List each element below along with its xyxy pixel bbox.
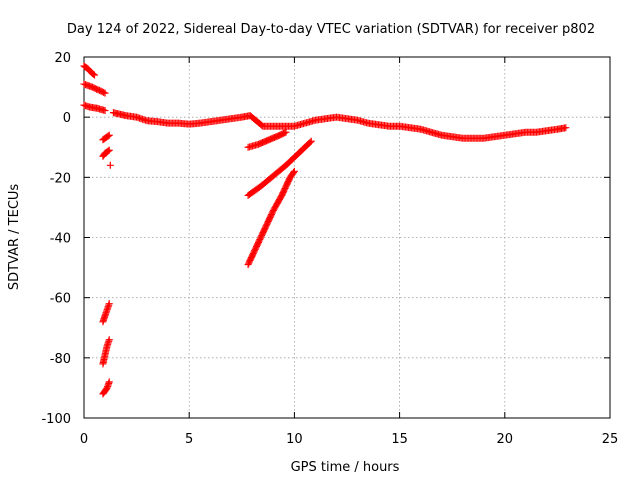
x-tick-label: 5 xyxy=(185,432,193,447)
series-trend-l xyxy=(99,378,113,398)
data-point-arc-c xyxy=(101,107,109,115)
data-point-arc-a xyxy=(89,70,97,78)
data-point-arc-f xyxy=(106,161,114,169)
data-point-trend-g xyxy=(281,129,289,137)
plot-frame xyxy=(83,56,611,419)
y-tick-label: -100 xyxy=(41,412,71,427)
y-tick-label: -40 xyxy=(50,232,71,247)
data-point-trend-j xyxy=(105,300,113,308)
series-arc-e xyxy=(99,146,113,160)
series-trend-k xyxy=(99,336,113,368)
series-trend-j xyxy=(99,300,113,326)
y-tick-label: -80 xyxy=(50,352,71,367)
series-trend-h xyxy=(244,137,315,199)
x-axis-label: GPS time / hours xyxy=(291,460,400,475)
chart-title: Day 124 of 2022, Sidereal Day-to-day VTE… xyxy=(67,22,595,37)
series-arc-d xyxy=(99,131,113,144)
y-tick-label: -60 xyxy=(50,292,71,307)
y-tick-label: -20 xyxy=(50,171,71,186)
series-arc-c xyxy=(80,101,109,115)
data-point-arc-d xyxy=(105,131,113,139)
data-point-arc-d xyxy=(104,132,112,140)
y-tick-label: 20 xyxy=(54,51,71,66)
x-tick-label: 0 xyxy=(80,432,88,447)
data-point-main xyxy=(562,124,570,132)
series-arc-f xyxy=(106,161,114,169)
axis-ticks: 0 5 10 15 20 25 20 0 -20 -40 -60 -80 -100 xyxy=(41,51,618,447)
data-marks xyxy=(80,62,570,398)
data-point-arc-a xyxy=(91,71,99,79)
y-tick-label: 0 xyxy=(63,111,71,126)
data-point-trend-h xyxy=(307,137,315,145)
series-trend-i xyxy=(244,167,298,269)
data-point-trend-g xyxy=(282,128,290,136)
series-arc-b xyxy=(80,80,109,97)
x-tick-label: 25 xyxy=(602,432,619,447)
data-point-trend-k xyxy=(105,336,113,344)
data-point-arc-e xyxy=(105,146,113,154)
series-main xyxy=(109,109,570,142)
series-arc-a xyxy=(80,62,99,79)
data-point-arc-e xyxy=(104,147,112,155)
grid xyxy=(84,57,610,418)
x-tick-label: 15 xyxy=(391,432,408,447)
series-trend-g xyxy=(244,128,290,151)
data-point-trend-l xyxy=(105,378,113,386)
data-point-arc-b xyxy=(100,88,108,96)
data-point-arc-b xyxy=(101,89,109,97)
data-point-trend-i xyxy=(290,167,298,175)
data-point-trend-i xyxy=(290,169,298,177)
data-point-trend-h xyxy=(306,138,314,146)
x-tick-label: 20 xyxy=(497,432,514,447)
y-axis-label: SDTVAR / TECUs xyxy=(7,184,22,291)
x-tick-label: 10 xyxy=(286,432,303,447)
